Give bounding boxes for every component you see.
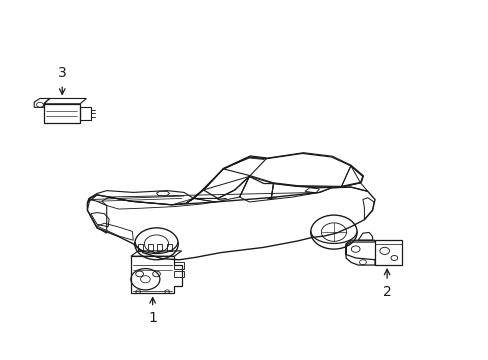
Text: 2: 2 — [382, 284, 391, 298]
Text: 1: 1 — [148, 311, 157, 325]
Text: 3: 3 — [58, 66, 66, 80]
